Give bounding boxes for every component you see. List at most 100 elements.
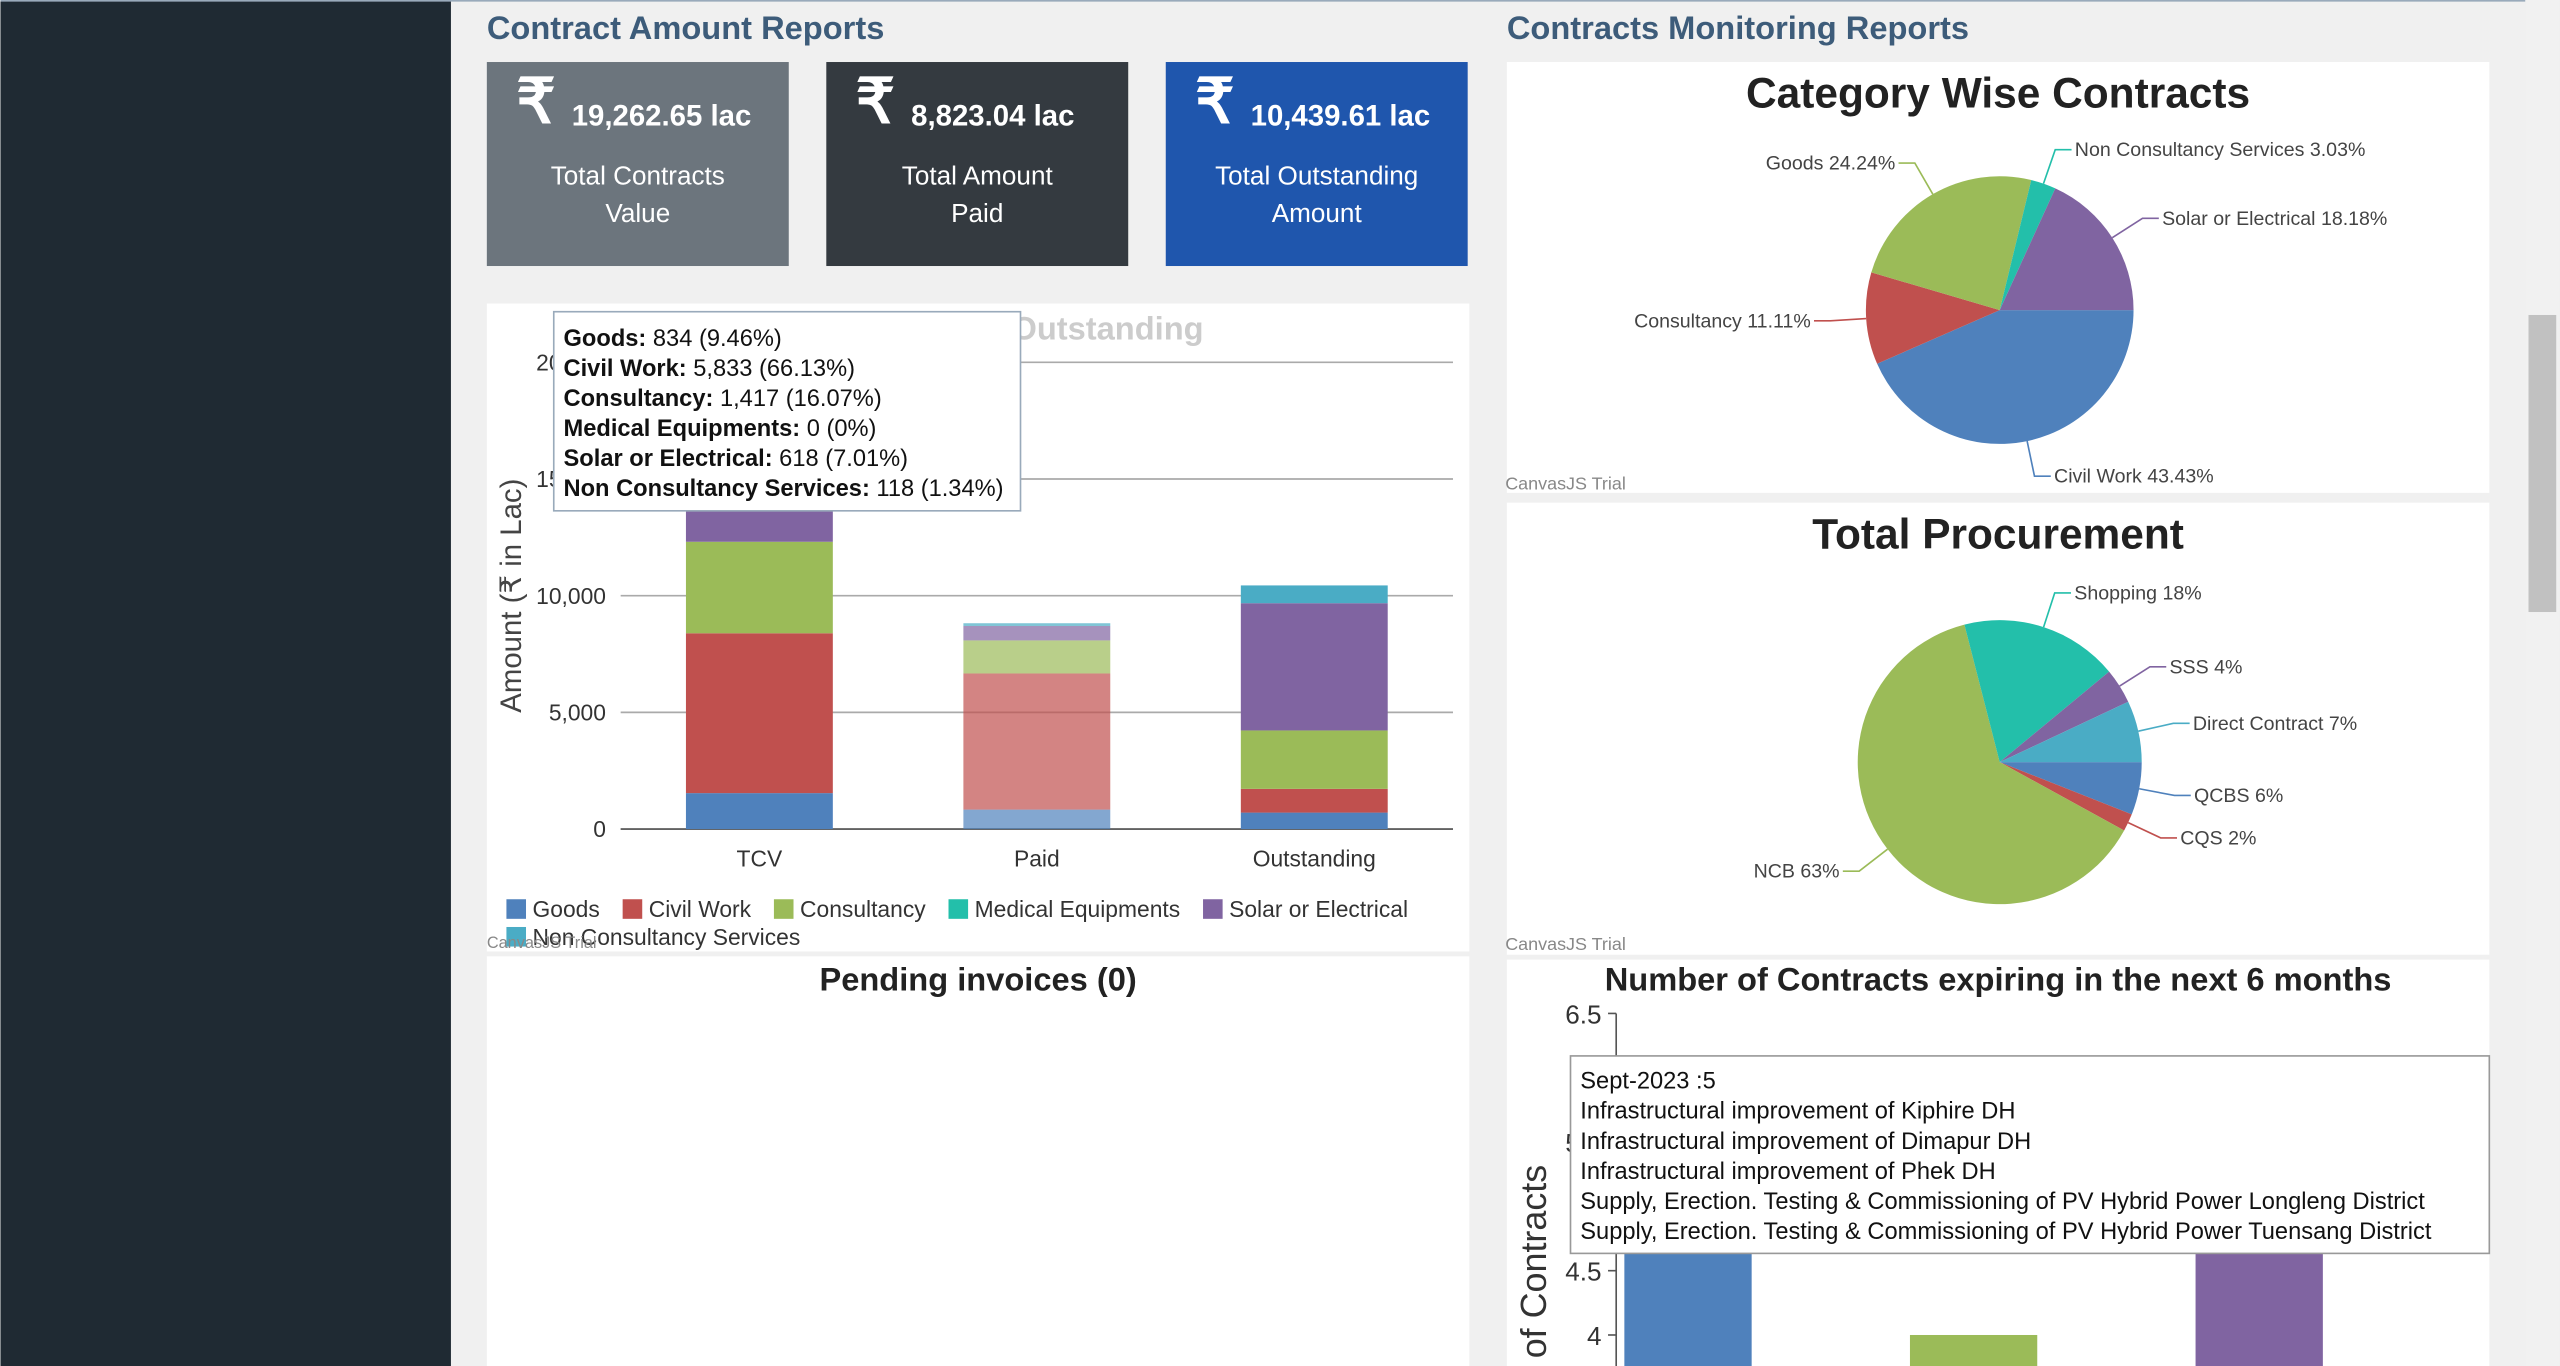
x-tick-label: TCV [737, 846, 783, 872]
credit: CanvasJS Trial [1505, 474, 1626, 494]
y-tick-label: 4.5 [1565, 1256, 1601, 1286]
leader-line [1898, 162, 1934, 195]
leader-line [1842, 848, 1889, 872]
tooltip-name: Consultancy: [564, 386, 714, 412]
bar-segment [963, 625, 1111, 641]
tooltip-row: Consultancy: 1,417 (16.07%) [564, 386, 882, 412]
legend-swatch [948, 899, 969, 919]
tooltip-name: Solar or Electrical: [564, 446, 773, 472]
scrollbar-track[interactable] [2525, 0, 2560, 1366]
leader-line [2026, 440, 2051, 478]
card [1165, 62, 1468, 267]
tooltip-name: Goods: [564, 326, 647, 352]
tooltip-line: Infrastructural improvement of Kiphire D… [1580, 1099, 2015, 1125]
tooltip-name: Civil Work: [564, 356, 687, 382]
card [826, 62, 1129, 267]
scrollbar-thumb[interactable] [2528, 314, 2557, 613]
tooltip: Goods: 834 (9.46%) Civil Work: 5,833 (66.… [552, 310, 1022, 512]
chart-title: Number of Contracts expiring in the next… [1605, 961, 2392, 998]
leader-line [2119, 666, 2167, 687]
tooltip-row: Goods: 834 (9.46%) [564, 326, 782, 352]
tooltip: Sept-2023 :5 Infrastructural improvement … [1569, 1055, 2491, 1255]
tooltip-value: 5,833 (66.13%) [693, 356, 855, 382]
tooltip-line: Infrastructural improvement of Phek DH [1580, 1159, 1995, 1185]
credit: CanvasJS Trial [487, 934, 597, 952]
card-label: Total Outstanding [1215, 160, 1418, 190]
legend-label: Medical Equipments [975, 896, 1181, 922]
card-icon: ₹ [516, 67, 555, 136]
legend-swatch [506, 926, 527, 947]
tooltip-row: Solar or Electrical: 618 (7.01%) [564, 446, 909, 472]
x-tick-label: Outstanding [1253, 846, 1376, 872]
card-label: Amount [1272, 198, 1363, 228]
pie-slice [1999, 701, 2142, 763]
pie-slice [1999, 762, 2132, 831]
legend-label: Consultancy [800, 896, 926, 922]
pending-invoices-title: Pending invoices (0) [819, 961, 1136, 998]
credit: CanvasJS Trial [1505, 934, 1626, 954]
card-label: Value [605, 198, 670, 228]
bar-segment [685, 633, 833, 794]
pie-slice [1877, 310, 2134, 444]
y-tick-label: 10,000 [536, 583, 606, 609]
pie-label: Solar or Electrical 18.18% [2162, 208, 2387, 230]
tooltip-value: 0 (0%) [807, 416, 877, 442]
bar-segment [1240, 788, 1388, 813]
pie-slice [1871, 176, 2032, 311]
tooltip-value: 618 (7.01%) [779, 446, 908, 472]
y-axis-title: Amount (₹ in Lac) [495, 479, 528, 713]
pie-label: QCBS 6% [2194, 785, 2283, 807]
card-label: Paid [951, 198, 1003, 228]
pie-label: Goods 24.24% [1766, 153, 1896, 175]
chart-title: Total Procurement [1812, 510, 2184, 557]
card-label: Total Contracts [551, 160, 725, 190]
tooltip-name: Non Consultancy Services: [564, 476, 870, 502]
tooltip-row: Medical Equipments: 0 (0%) [564, 416, 877, 442]
tooltip-box [552, 310, 1022, 512]
card-icon: ₹ [856, 67, 895, 136]
section-title: Contracts Monitoring Reports [1507, 9, 1969, 46]
pie-slice [1964, 620, 2110, 763]
card-icon: ₹ [1195, 67, 1234, 136]
bar-segment [1240, 603, 1388, 731]
card-amount: 10,439.61 lac [1251, 100, 1431, 133]
leader-line [2138, 722, 2190, 732]
pie-label: Shopping 18% [2074, 582, 2201, 604]
card-amount: 19,262.65 lac [572, 100, 752, 133]
leader-line [2127, 821, 2178, 839]
legend-label: Solar or Electrical [1229, 896, 1408, 922]
tooltip-name: Medical Equipments: [564, 416, 801, 442]
tooltip-line: Supply, Erection. Testing & Commissionin… [1580, 1219, 2432, 1245]
pie-label: CQS 2% [2180, 827, 2256, 849]
pie-slice [1999, 180, 2056, 311]
legend-label: Goods [533, 896, 600, 922]
leader-line [2111, 217, 2159, 239]
legend-swatch [1203, 899, 1223, 919]
y-axis-title: of Contracts [1514, 1165, 1554, 1359]
pie-label: Direct Contract 7% [2193, 713, 2357, 735]
card-label: Total Amount [902, 160, 1054, 190]
pie-label: Civil Work 43.43% [2054, 466, 2214, 488]
sidebar [0, 0, 451, 1366]
pie-slice [1999, 188, 2134, 311]
leader-line [2042, 148, 2072, 184]
pie-label: Non Consultancy Services 3.03% [2075, 139, 2366, 161]
pie-label: NCB 63% [1754, 861, 1840, 883]
tooltip-box [1569, 1055, 2491, 1255]
tooltip-value: 1,417 (16.07%) [720, 386, 882, 412]
leader-line [2042, 592, 2072, 628]
y-tick-label: 0 [593, 816, 606, 842]
bar-segment [1240, 812, 1388, 830]
tooltip-row: Civil Work: 5,833 (66.13%) [564, 356, 855, 382]
bar-segment [963, 623, 1111, 626]
pie-slice [1999, 762, 2142, 815]
tooltip-value: 834 (9.46%) [653, 326, 782, 352]
card-amount: 8,823.04 lac [911, 100, 1074, 133]
bar-segment [963, 640, 1111, 674]
legend-swatch [622, 899, 643, 919]
legend-swatch [773, 899, 794, 919]
tooltip-row: Non Consultancy Services: 118 (1.34%) [564, 476, 1004, 502]
pie-slice [1857, 624, 2125, 905]
